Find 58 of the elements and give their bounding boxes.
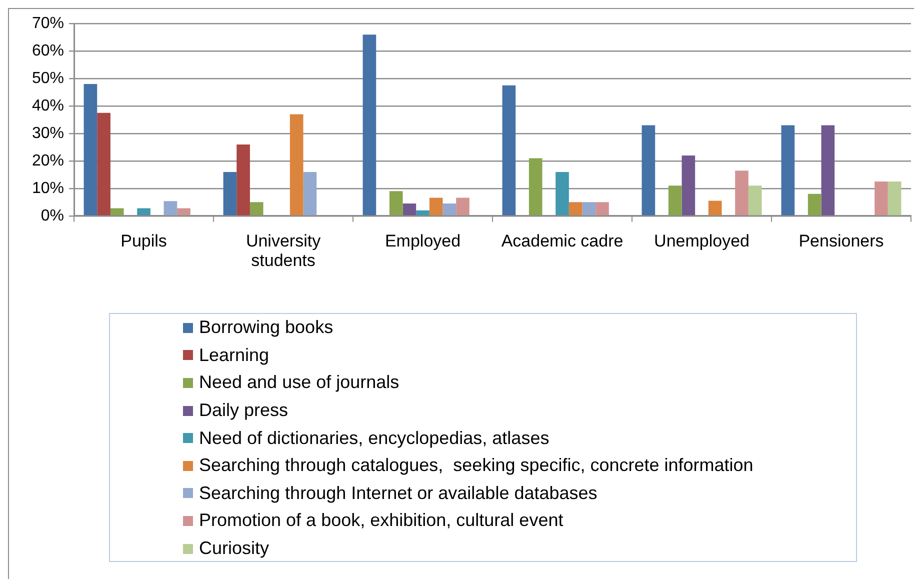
legend-label: Learning xyxy=(199,344,270,366)
bar xyxy=(528,158,542,216)
y-tick-label: 60% xyxy=(32,42,64,60)
bar xyxy=(236,144,250,216)
bar xyxy=(84,84,98,216)
bar xyxy=(137,208,150,216)
bar xyxy=(402,204,416,216)
bar xyxy=(668,186,682,216)
bar xyxy=(456,198,470,216)
legend-label: Daily press xyxy=(199,400,288,422)
x-tick-label: University students xyxy=(246,231,322,270)
legend-label: Curiosity xyxy=(199,538,270,560)
bar xyxy=(568,202,582,216)
bar xyxy=(735,170,748,216)
x-tick-label: Unemployed xyxy=(654,231,750,250)
bar xyxy=(362,34,376,216)
legend-label: Need of dictionaries, encyclopedias, atlases xyxy=(199,428,550,449)
legend-label: Promotion of a book, exhibition, cultural event xyxy=(199,510,564,532)
bar xyxy=(442,204,456,216)
bar xyxy=(582,202,596,216)
bar xyxy=(110,208,124,216)
bar xyxy=(556,172,569,216)
bar xyxy=(781,125,795,216)
bar xyxy=(416,210,430,216)
x-tick-label: Pensioners xyxy=(798,231,884,250)
x-tick-label: Employed xyxy=(384,231,461,250)
bar xyxy=(888,182,902,216)
y-tick-label: 40% xyxy=(32,97,64,114)
bar xyxy=(303,172,317,216)
legend-label: Need and use of journals xyxy=(199,372,400,394)
y-tick-label: 30% xyxy=(32,124,64,142)
bar xyxy=(874,182,888,216)
y-tick-label: 70% xyxy=(32,15,64,32)
bar xyxy=(808,194,822,216)
x-tick-label: Pupils xyxy=(120,231,167,250)
bar xyxy=(821,125,835,216)
bar xyxy=(250,202,264,216)
bar xyxy=(502,85,516,216)
y-tick-label: 0% xyxy=(40,207,64,224)
legend-label: Searching through Internet or available databases xyxy=(199,482,598,504)
bar xyxy=(164,201,178,216)
bar xyxy=(177,208,190,216)
x-tick-label: Academic cadre xyxy=(501,231,624,250)
bar xyxy=(708,200,722,216)
legend-label: Borrowing books xyxy=(199,317,334,338)
y-tick-label: 50% xyxy=(32,70,64,87)
bar xyxy=(290,114,304,216)
bar xyxy=(389,191,403,216)
bar xyxy=(596,202,609,216)
legend-label: Searching through catalogues, seeking specific, concrete information xyxy=(199,455,754,476)
bar xyxy=(429,198,443,216)
y-tick-label: 10% xyxy=(32,180,64,197)
bar xyxy=(223,172,237,216)
bar xyxy=(97,112,110,216)
bar xyxy=(682,155,696,216)
bar xyxy=(642,125,656,216)
y-tick-label: 20% xyxy=(32,152,64,170)
bar xyxy=(748,186,762,216)
